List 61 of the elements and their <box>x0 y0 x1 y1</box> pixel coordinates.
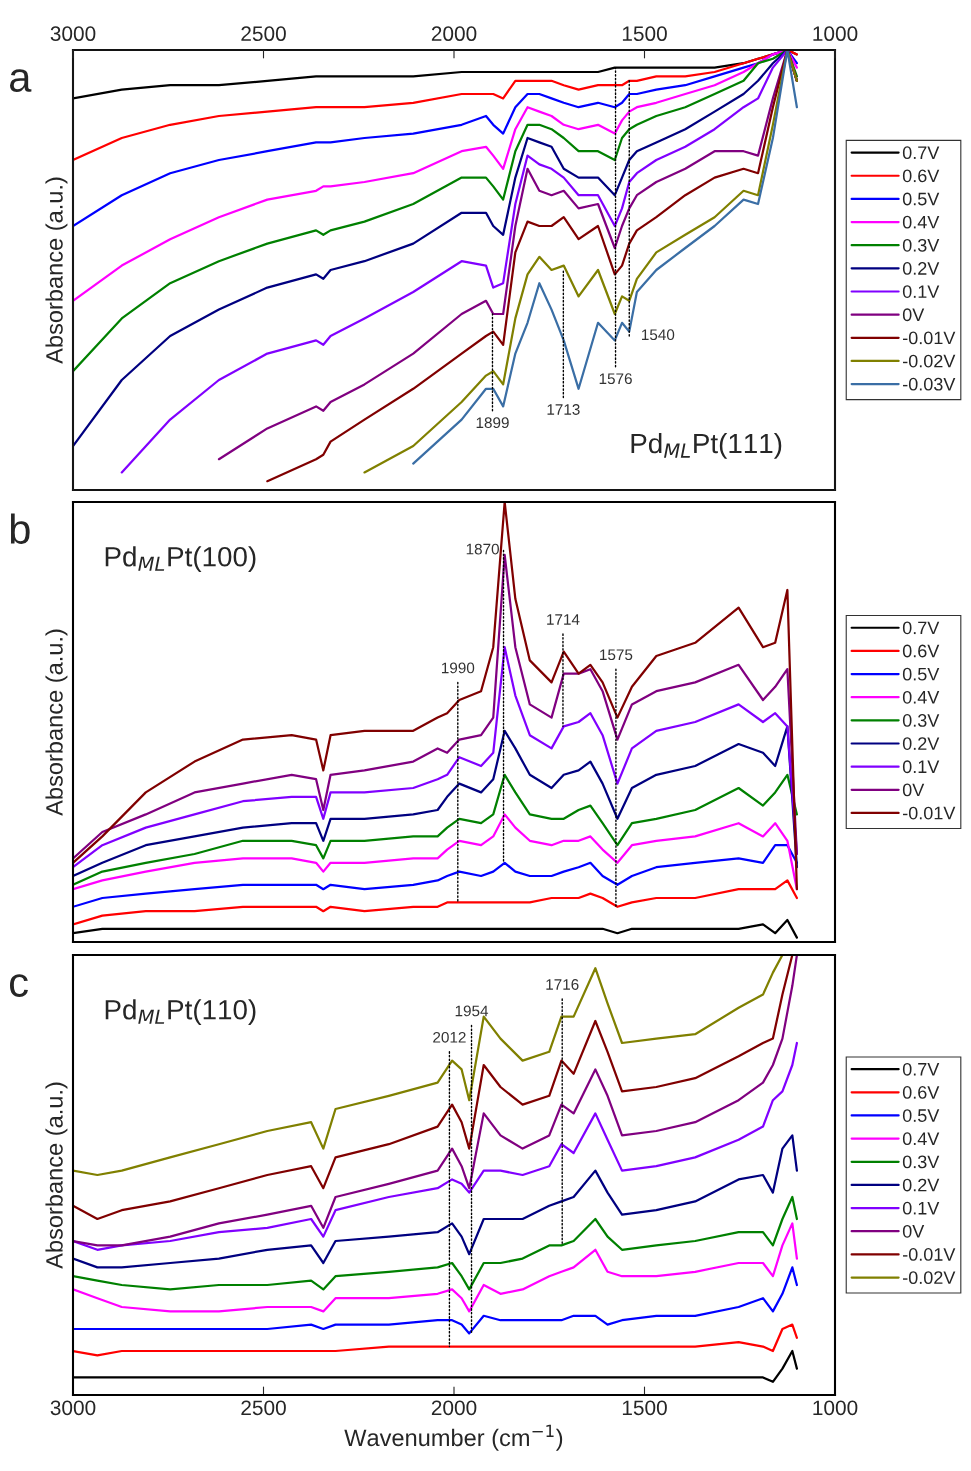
x-tick-label: 2000 <box>431 1400 477 1416</box>
legend-label: -0.02V <box>903 354 956 368</box>
x-tick-label: 3000 <box>50 1400 96 1416</box>
x2-tick-label: 2500 <box>241 26 286 42</box>
annotation: 1714 <box>547 614 580 625</box>
legend-label: -0.02V <box>903 1271 956 1285</box>
annotation: 1899 <box>476 417 509 429</box>
x2-tick-label: 1000 <box>813 26 858 42</box>
legend-label: 0.3V <box>902 1155 940 1169</box>
legend-label: 0.1V <box>902 760 940 774</box>
legend-label: 0.1V <box>902 1201 940 1215</box>
legend-label: 0.4V <box>902 690 940 704</box>
legend-label: 0V <box>902 308 925 322</box>
legend-label: 0.2V <box>902 737 940 750</box>
x2-tick-label: 1500 <box>622 26 667 42</box>
legend-label: 0.3V <box>902 238 940 252</box>
x-tick-label: 1500 <box>622 1400 667 1416</box>
annotation: Pd$_{ML}$Pt(111) <box>631 432 782 459</box>
legend-label: -0.01V <box>903 331 956 345</box>
legend-label: 0.2V <box>902 262 940 275</box>
annotation: Pd$_{ML}$Pt(100) <box>105 546 256 573</box>
legend-label: 0.6V <box>902 169 940 183</box>
annotation: 1540 <box>642 329 675 341</box>
chart-title: c <box>10 974 28 997</box>
legend-label: 0.4V <box>902 215 940 229</box>
x-axis-title: Wavenumber (cm$^{−1}$) <box>344 1424 563 1451</box>
legend-label: 0.4V <box>902 1132 940 1146</box>
legend-label: 0.5V <box>902 192 940 206</box>
legend-label: -0.03V <box>903 377 956 391</box>
x2-tick-label: 3000 <box>50 26 96 42</box>
x-tick-label: 1000 <box>813 1400 858 1416</box>
legend-label: 0.5V <box>902 667 940 681</box>
y-axis-title: Absorbance (a.u.) <box>45 629 68 816</box>
legend-label: 0.5V <box>902 1109 940 1122</box>
x2-tick-label: 2000 <box>431 26 477 42</box>
y-axis-title: Absorbance (a.u.) <box>45 1082 68 1269</box>
annotation: 1575 <box>600 649 633 661</box>
chart-title: a <box>10 69 32 92</box>
annotation: 1713 <box>547 404 580 415</box>
legend-label: 0V <box>902 783 925 797</box>
annotation: 1954 <box>455 1005 489 1017</box>
annotation: 1990 <box>441 662 475 674</box>
annotation: 1576 <box>599 373 632 385</box>
legend-label: 0.7V <box>902 621 940 635</box>
legend-label: 0V <box>902 1224 925 1238</box>
legend-label: 0.1V <box>902 285 940 298</box>
annotation: 1870 <box>466 543 499 555</box>
annotation: 2012 <box>433 1031 466 1043</box>
legend-label: -0.01V <box>903 1248 956 1261</box>
legend-label: 0.7V <box>902 146 940 160</box>
legend-label: -0.01V <box>903 806 956 820</box>
legend-label: 0.7V <box>902 1062 940 1076</box>
annotation: Pd$_{ML}$Pt(110) <box>105 999 256 1026</box>
legend-label: 0.6V <box>902 1086 940 1099</box>
x-tick-label: 2500 <box>241 1400 286 1416</box>
annotation: 1716 <box>546 979 579 990</box>
legend-label: 0.3V <box>902 714 940 727</box>
chart-title: b <box>10 513 30 544</box>
y-axis-title: Absorbance (a.u.) <box>45 177 68 364</box>
legend-label: 0.2V <box>902 1178 940 1192</box>
legend-label: 0.6V <box>902 644 940 658</box>
